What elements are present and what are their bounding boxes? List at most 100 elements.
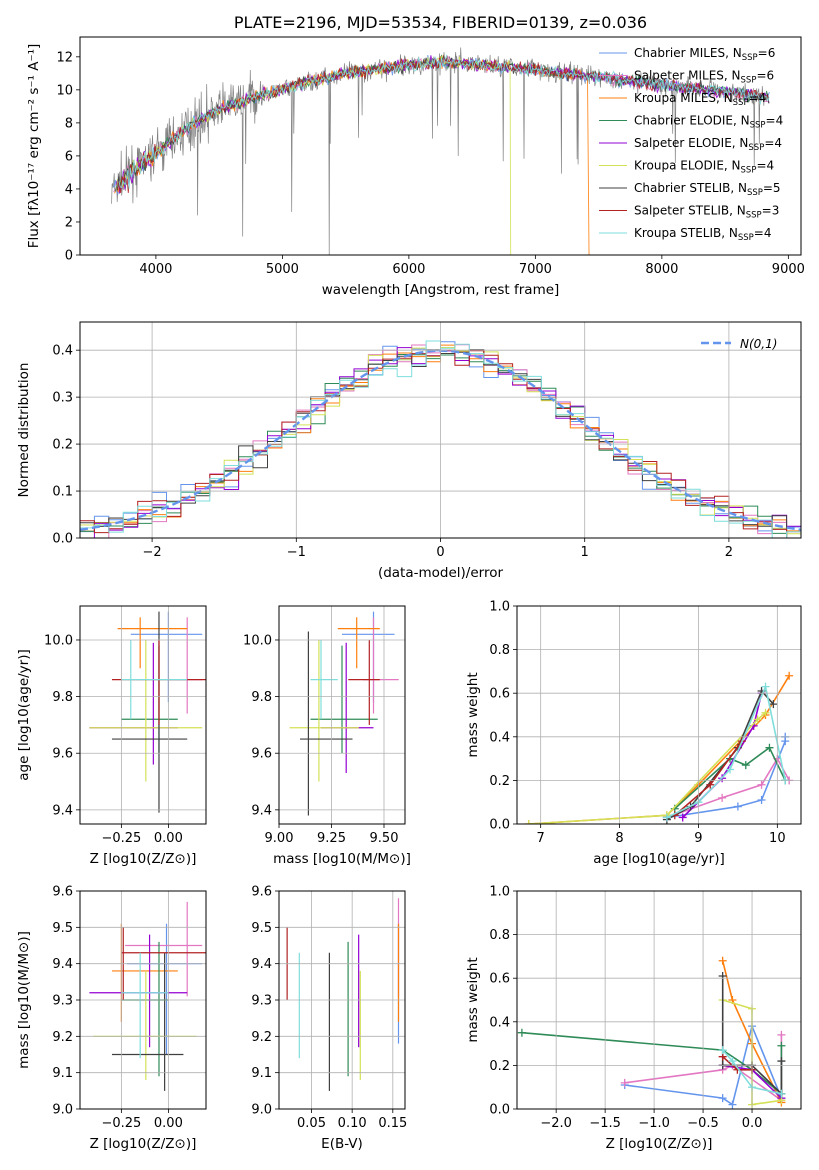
y-tick-label: 9.4	[251, 957, 272, 972]
y-tick-label: 0.2	[489, 774, 510, 789]
plot-area	[89, 611, 206, 813]
x-tick-label: −0.25	[101, 1116, 141, 1131]
weight-marker	[728, 1100, 737, 1109]
y-tick-label: 9.6	[52, 747, 73, 762]
plot-area	[517, 956, 786, 1109]
x-tick-label: 8000	[645, 262, 678, 277]
y-tick-label: 0.3	[52, 391, 73, 406]
x-tick-label: −1.5	[589, 1116, 621, 1131]
plot-area	[111, 47, 770, 255]
weight-marker	[765, 743, 774, 752]
weight-marker	[718, 956, 727, 965]
legend-label: Kroupa MILES, NSSP=4	[634, 91, 766, 108]
axes-frame	[79, 890, 207, 1110]
chart-title: PLATE=2196, MJD=53534, FIBERID=0139, z=0…	[234, 13, 647, 32]
y-tick-label: 12	[56, 50, 73, 65]
weight-marker	[777, 1057, 786, 1066]
weight-marker	[718, 972, 727, 981]
y-tick-label: 0.4	[52, 344, 73, 359]
x-tick-label: 7	[537, 831, 545, 846]
y-tick-label: 10	[56, 83, 73, 98]
y-tick-label: 0.6	[489, 972, 510, 987]
weight-series	[662, 732, 790, 822]
error-bar-point	[111, 611, 188, 813]
x-tick-label: 6000	[392, 262, 425, 277]
weight-marker	[777, 1030, 786, 1039]
axes-frame	[516, 890, 802, 1110]
legend-label: Salpeter ELODIE, NSSP=4	[634, 136, 782, 153]
panel-residuals: −2 −1 0 1 2 0.0 0.1 0.2 0.3 0.4 (data-model)/error…	[16, 321, 802, 581]
x-axis-label: E(B-V)	[321, 1136, 363, 1152]
y-tick-label: 9.5	[251, 921, 272, 936]
y-tick-label: 0.0	[489, 818, 510, 833]
weight-marker	[718, 793, 727, 802]
weight-series	[718, 1052, 757, 1074]
legend-label: N(0,1)	[740, 337, 777, 351]
y-tick-label: 8	[65, 116, 73, 131]
weight-marker	[761, 682, 770, 691]
y-axis-label: mass weight	[465, 672, 481, 757]
y-tick-label: 0	[65, 249, 73, 264]
error-bar-point	[121, 639, 188, 720]
weight-marker	[741, 761, 750, 770]
x-tick-label: 0.05	[297, 1116, 326, 1131]
y-tick-label: 9.6	[52, 885, 73, 900]
x-axis-label: (data-model)/error	[378, 565, 504, 581]
x-axis-label: Z [log10(Z/Z⊙)]	[606, 1136, 713, 1152]
weight-line	[521, 1031, 783, 1096]
x-tick-label: 0.10	[338, 1116, 367, 1131]
panel-age_vs_Z: −0.25 0.00 9.4 9.6 9.8 10.0 Z [log10(Z/Z⊙)] age…	[16, 605, 207, 867]
y-tick-label: 0.8	[489, 643, 510, 658]
error-bar-point	[93, 970, 197, 1080]
weight-marker	[726, 765, 734, 774]
x-tick-label: 2	[725, 545, 733, 560]
error-bar-point	[168, 617, 203, 714]
x-axis-label: mass [log10(M/M⊙)]	[273, 851, 411, 867]
x-tick-label: 5000	[266, 262, 299, 277]
y-axis-label: mass weight	[465, 957, 481, 1042]
x-tick-label: −2	[143, 545, 162, 560]
error-bar-point	[342, 611, 395, 703]
error-bar-point	[310, 645, 378, 754]
weight-series	[517, 1028, 786, 1098]
error-bar-point	[363, 617, 399, 714]
panel-spectrum: 4000 5000 6000 7000 8000 9000 0 2 4 6 8 10 12 wavelen…	[26, 36, 805, 298]
x-tick-label: 9000	[772, 262, 805, 277]
weight-marker	[757, 780, 766, 789]
x-axis-label: age [log10(age/yr)]	[593, 851, 725, 867]
weight-marker	[769, 700, 778, 709]
weight-marker	[785, 671, 794, 680]
error-bar-point	[300, 631, 353, 816]
y-tick-label: 9.8	[52, 690, 73, 705]
x-tick-label: 0.15	[378, 1116, 407, 1131]
y-tick-label: 6	[65, 149, 73, 164]
error-bar-point	[89, 642, 178, 765]
plot-area	[286, 898, 400, 1091]
weight-marker	[517, 1028, 526, 1037]
weight-series	[718, 1046, 786, 1098]
y-tick-label: 0.8	[489, 928, 510, 943]
x-tick-label: 10	[769, 831, 786, 846]
weight-line	[528, 712, 767, 824]
weight-marker	[757, 796, 766, 805]
error-bar-point	[310, 639, 338, 720]
y-tick-label: 9.2	[52, 1030, 73, 1045]
model-fit-line	[118, 53, 770, 190]
weight-line	[528, 675, 790, 824]
y-tick-label: 9.4	[52, 957, 73, 972]
legend-label: Salpeter STELIB, NSSP=3	[634, 204, 779, 221]
x-tick-label: −2.0	[540, 1116, 572, 1131]
y-axis-label: Flux [fλ10⁻¹⁷ erg cm⁻² s⁻¹ A⁻¹]	[26, 44, 42, 249]
y-tick-label: 9.4	[52, 803, 73, 818]
y-axis-label: age [log10(age/yr)]	[16, 649, 32, 781]
y-tick-label: 10.0	[44, 633, 73, 648]
weight-marker	[761, 708, 770, 717]
legend-label: Chabrier ELODIE, NSSP=4	[634, 114, 783, 131]
weight-marker	[524, 820, 533, 824]
weight-marker	[678, 813, 687, 822]
y-tick-label: 9.0	[52, 1103, 73, 1118]
x-tick-label: 9.50	[370, 831, 399, 846]
legend-label: Kroupa STELIB, NSSP=4	[634, 226, 772, 243]
error-bar-point	[348, 639, 380, 725]
